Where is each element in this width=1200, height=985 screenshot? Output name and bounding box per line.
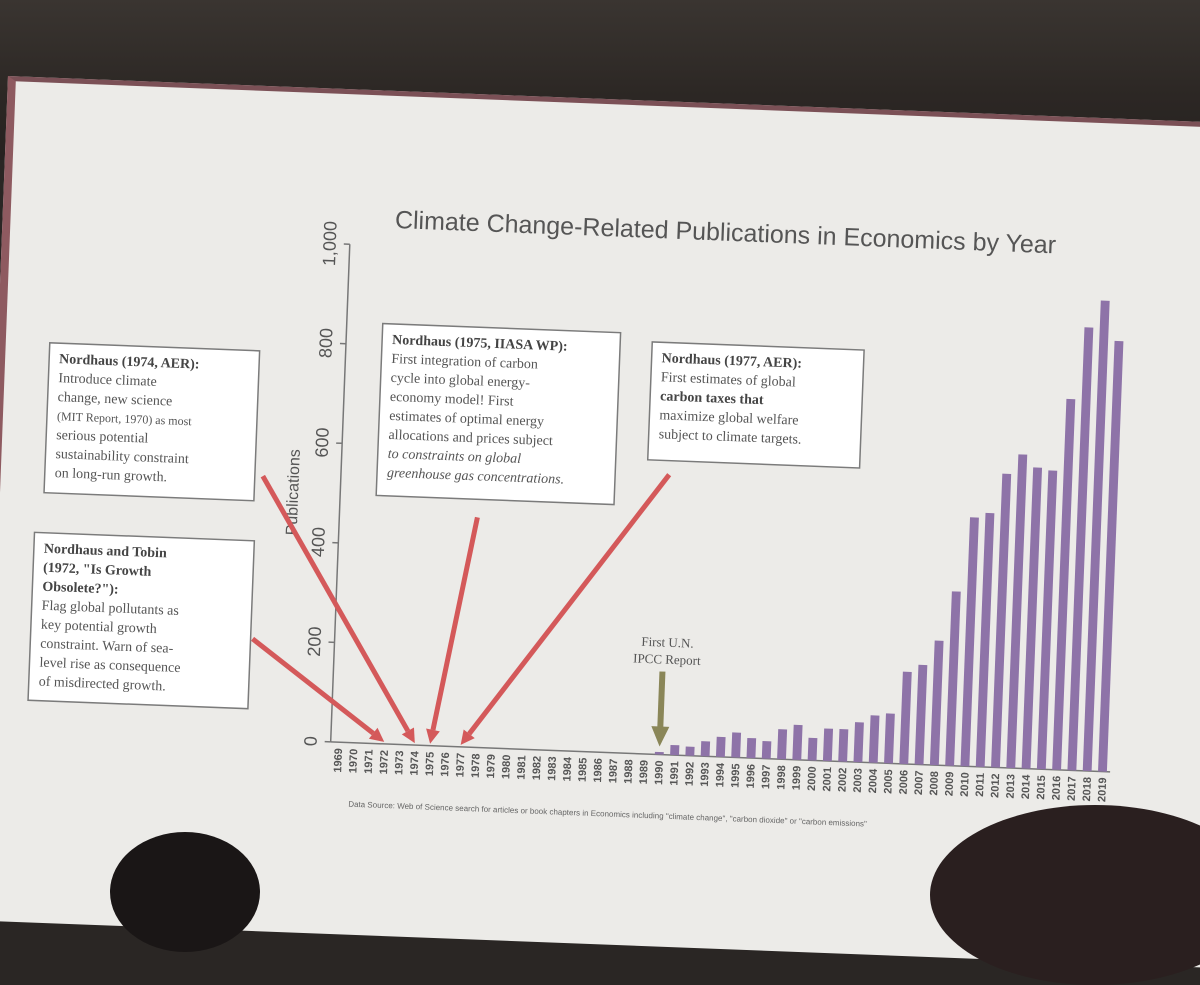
bar-2009	[945, 591, 961, 766]
x-tick-label: 2011	[974, 773, 987, 797]
x-tick-label: 2013	[1005, 774, 1018, 799]
bar-1997	[762, 741, 772, 759]
ipcc-annotation: First U.N. IPCC Report	[630, 633, 702, 748]
x-tick-label: 2019	[1096, 777, 1109, 802]
callout-nordhaus-tobin-1972: Nordhaus and Tobin (1972, "Is Growth Obs…	[28, 532, 254, 708]
callout-arrow-1974	[253, 476, 417, 731]
callout-line: Obsolete?"):	[42, 580, 119, 598]
x-tick-label: 2004	[867, 768, 880, 794]
x-tick-label: 1974	[409, 750, 422, 776]
bar-2011	[976, 513, 995, 767]
x-tick-label: 1994	[714, 762, 727, 788]
audience-head	[110, 832, 260, 952]
callout-nordhaus-1977: Nordhaus (1977, AER): First estimates of…	[648, 342, 864, 468]
x-tick-label: 1976	[439, 752, 452, 777]
x-tick-label: 2012	[989, 773, 1002, 798]
x-tick-label: 2001	[821, 767, 834, 792]
callout-nordhaus-1974: Nordhaus (1974, AER): Introduce climate …	[44, 343, 260, 501]
x-tick-label: 1985	[577, 757, 590, 782]
x-tick-label: 2014	[1020, 774, 1033, 800]
bar-2004	[869, 715, 880, 763]
bar-2000	[808, 738, 818, 761]
callout-arrow-1977	[469, 467, 669, 741]
x-tick-label: 2002	[836, 767, 849, 792]
callout-arrow-head	[426, 729, 440, 744]
x-tick-label: 2005	[882, 769, 895, 794]
chart-svg: Climate Change-Related Publications in E…	[0, 81, 1200, 926]
y-tick-label: 400	[308, 527, 329, 558]
bar-1992	[685, 747, 694, 756]
bar-2006	[899, 672, 911, 764]
x-tick-label: 2006	[898, 770, 911, 795]
bar-1999	[792, 725, 802, 760]
bar-1990	[655, 752, 664, 755]
y-axis	[331, 244, 350, 742]
x-tick-label: 2000	[806, 766, 819, 791]
x-tick-label: 1982	[531, 756, 544, 781]
data-source-note: Data Source: Web of Science search for a…	[348, 800, 867, 829]
x-tick-label: 1970	[347, 749, 360, 774]
x-tick-label: 2018	[1081, 777, 1094, 802]
bar-2003	[854, 722, 864, 762]
bar-2008	[930, 640, 944, 765]
y-tick-label: 200	[304, 626, 325, 657]
bar-2001	[823, 728, 833, 761]
y-tick-label: 1,000	[319, 221, 341, 267]
x-tick-label: 1986	[592, 758, 605, 783]
bar-1995	[731, 732, 741, 757]
x-tick-label: 1989	[638, 760, 651, 785]
x-tick-label: 1981	[516, 755, 529, 780]
y-tick-label: 800	[315, 328, 336, 359]
x-tick-label: 2003	[852, 768, 865, 793]
x-tick-label: 1997	[760, 764, 773, 789]
x-tick-label: 1991	[668, 761, 681, 786]
ipcc-label-line1: First U.N.	[641, 634, 694, 651]
callout-nordhaus-1975: Nordhaus (1975, IIASA WP): First integra…	[376, 324, 620, 505]
x-tick-label: 2015	[1035, 775, 1048, 800]
y-tick-label: 0	[301, 736, 321, 747]
x-tick-label: 1975	[424, 751, 437, 776]
x-tick-label: 2016	[1050, 776, 1063, 801]
x-tick-label: 2007	[913, 770, 926, 795]
x-tick-label: 1971	[363, 749, 376, 774]
x-tick-label: 1992	[684, 761, 697, 786]
x-tick-label: 1983	[546, 756, 559, 781]
x-tick-label: 1993	[699, 762, 712, 787]
x-tick-label: 1973	[393, 750, 406, 775]
bar-2010	[960, 517, 978, 766]
bar-1991	[670, 745, 679, 755]
x-tick-label: 1990	[653, 760, 666, 785]
bar-2007	[915, 665, 928, 765]
bar-1993	[701, 741, 710, 756]
bar-2005	[884, 713, 895, 763]
x-tick-label: 1984	[561, 756, 574, 782]
x-tick-label: 1977	[454, 753, 467, 778]
x-tick-label: 1998	[775, 765, 788, 790]
x-tick-label: 1988	[623, 759, 636, 784]
y-tick-label: 600	[312, 427, 333, 458]
ipcc-arrow-shaft	[657, 671, 665, 729]
bar-1996	[747, 738, 757, 758]
x-tick-label: 2010	[959, 772, 972, 797]
x-tick-label: 1987	[607, 759, 620, 784]
chart-title: Climate Change-Related Publications in E…	[394, 206, 1056, 259]
ipcc-label-line2: IPCC Report	[633, 650, 701, 668]
x-tick-label: 2009	[943, 771, 956, 796]
x-tick-label: 1999	[791, 766, 804, 791]
x-tick-label: 1996	[745, 764, 758, 789]
ipcc-arrow-head	[651, 726, 670, 747]
x-tick-label: 1995	[730, 763, 743, 788]
bar-1994	[716, 737, 726, 757]
x-tick-label: 1972	[378, 750, 391, 775]
x-tick-label: 2017	[1066, 776, 1079, 801]
x-tick-label: 2008	[928, 771, 941, 796]
callout-arrow-1975	[433, 516, 477, 731]
x-tick-label: 1979	[485, 754, 498, 779]
bar-2002	[838, 729, 848, 762]
x-tick-label: 1980	[500, 754, 513, 779]
x-tick-label: 1978	[470, 753, 483, 778]
x-tick-label: 1969	[332, 748, 345, 773]
bar-1998	[777, 729, 787, 759]
